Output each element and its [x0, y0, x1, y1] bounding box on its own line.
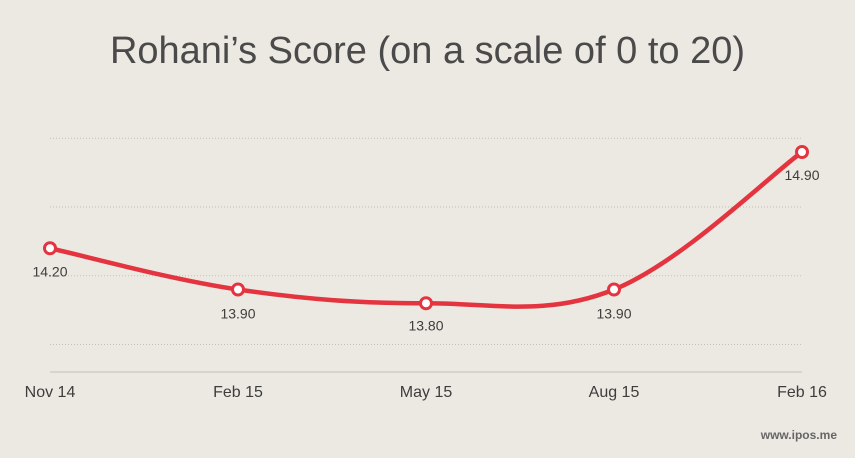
data-label-nov-14: 14.20 [32, 263, 67, 279]
data-labels: 14.20 13.90 13.80 13.90 14.90 [32, 167, 819, 333]
data-label-feb-15: 13.90 [220, 306, 255, 322]
x-tick-label-may-15: May 15 [400, 384, 453, 401]
data-label-feb-16: 14.90 [784, 167, 819, 183]
x-tick-labels: Nov 14 Feb 15 May 15 Aug 15 Feb 16 [25, 384, 827, 401]
chart-title: Rohani’s Score (on a scale of 0 to 20) [109, 30, 746, 72]
data-label-may-15: 13.80 [408, 317, 443, 333]
series-line [47, 149, 805, 309]
data-label-aug-15: 13.90 [596, 306, 631, 322]
data-point-feb-16 [795, 145, 809, 159]
data-point-aug-15 [607, 282, 621, 297]
data-points [43, 145, 809, 311]
x-tick-label-feb-16: Feb 16 [777, 384, 827, 401]
data-point-feb-15 [231, 282, 245, 297]
gridlines [50, 137, 802, 345]
x-tick-label-nov-14: Nov 14 [25, 384, 76, 401]
x-tick-label-feb-15: Feb 15 [213, 384, 263, 401]
data-point-may-15 [419, 296, 433, 311]
data-point-nov-14 [43, 241, 57, 256]
source-credit: www.ipos.me [760, 428, 837, 442]
x-tick-label-aug-15: Aug 15 [589, 384, 640, 401]
